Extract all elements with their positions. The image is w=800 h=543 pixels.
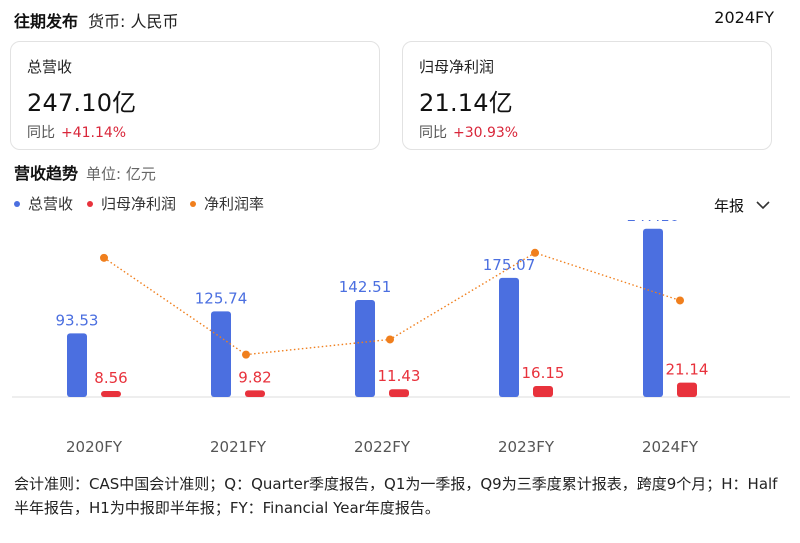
- label-revenue-2023FY: 175.07: [483, 256, 536, 274]
- revenue-card-value: 247.10亿: [27, 89, 137, 117]
- bar-revenue-2024FY: [643, 228, 663, 397]
- section-title: 营收趋势: [14, 164, 79, 183]
- net-profit-yoy-label: 同比: [419, 125, 447, 141]
- x-tick-2021FY: 2021FY: [210, 438, 267, 456]
- bar-revenue-2020FY: [67, 333, 87, 397]
- label-revenue-2020FY: 93.53: [56, 311, 99, 329]
- legend-label-revenue: 总营收: [28, 195, 74, 213]
- net-profit-card: 归母净利润 21.14亿 同比 +30.93%: [402, 41, 772, 150]
- label-revenue-2021FY: 125.74: [195, 289, 248, 307]
- header-title: 往期发布: [14, 12, 79, 31]
- x-tick-2022FY: 2022FY: [354, 438, 411, 456]
- section-unit: 单位: 亿元: [86, 165, 156, 183]
- chart-legend: 总营收 归母净利润 净利润率: [14, 193, 264, 214]
- label-net-profit-2024FY: 21.14: [666, 361, 709, 379]
- bar-net-profit-2024FY: [677, 382, 697, 397]
- period-label: 2024FY: [714, 8, 774, 27]
- header-title-group: 往期发布 货币: 人民币: [14, 8, 179, 32]
- legend-label-net-profit: 归母净利润: [101, 195, 177, 213]
- legend-item-revenue[interactable]: 总营收: [14, 193, 73, 214]
- label-net-profit-2020FY: 8.56: [94, 369, 127, 387]
- point-net-margin-2024FY: [676, 296, 684, 305]
- bar-revenue-2021FY: [211, 311, 231, 397]
- legend-label-net-margin: 净利润率: [204, 195, 265, 213]
- revenue-card-yoy: 同比 +41.14%: [27, 122, 363, 142]
- label-net-profit-2021FY: 9.82: [238, 368, 271, 386]
- legend-dot-net-profit: [87, 200, 94, 207]
- label-revenue-2024FY: 247.10: [627, 220, 680, 225]
- bar-revenue-2023FY: [499, 277, 519, 397]
- revenue-trend-chart: 93.53 8.56 2020FY 125.74 9.82 2021FY 142.51 11.…: [12, 220, 790, 456]
- legend-dot-net-margin: [190, 200, 197, 207]
- period-dropdown-label: 年报: [713, 197, 744, 215]
- label-net-profit-2022FY: 11.43: [378, 367, 421, 385]
- currency-label: 货币: 人民币: [88, 12, 179, 31]
- point-net-margin-2020FY: [100, 253, 108, 262]
- period-dropdown[interactable]: 年报: [714, 195, 770, 216]
- point-net-margin-2023FY: [531, 248, 539, 257]
- legend-item-net-profit[interactable]: 归母净利润: [87, 193, 176, 214]
- bar-net-profit-2023FY: [533, 386, 553, 397]
- bar-net-profit-2021FY: [245, 390, 265, 397]
- bar-net-profit-2020FY: [101, 391, 121, 397]
- revenue-card: 总营收 247.10亿 同比 +41.14%: [10, 41, 380, 150]
- section-header: 营收趋势 单位: 亿元: [14, 160, 156, 184]
- net-profit-card-label: 归母净利润: [419, 58, 495, 76]
- point-net-margin-2021FY: [242, 350, 250, 359]
- legend-dot-revenue: [14, 200, 20, 207]
- net-profit-card-value: 21.14亿: [419, 89, 513, 117]
- x-tick-2023FY: 2023FY: [498, 438, 555, 456]
- revenue-yoy-label: 同比: [27, 125, 55, 141]
- net-profit-card-yoy: 同比 +30.93%: [419, 122, 755, 142]
- x-tick-2024FY: 2024FY: [642, 438, 699, 456]
- revenue-yoy-value: +41.14%: [61, 125, 127, 141]
- bar-net-profit-2022FY: [389, 389, 409, 397]
- chevron-down-icon: [756, 201, 770, 210]
- label-net-profit-2023FY: 16.15: [522, 364, 565, 382]
- x-tick-2020FY: 2020FY: [66, 438, 123, 456]
- legend-item-net-margin[interactable]: 净利润率: [190, 193, 264, 214]
- net-profit-yoy-value: +30.93%: [453, 125, 519, 141]
- bar-revenue-2022FY: [355, 299, 375, 397]
- footnote: 会计准则：CAS中国会计准则；Q：Quarter季度报告，Q1为一季报，Q9为三…: [14, 475, 778, 517]
- revenue-card-label: 总营收: [27, 58, 73, 76]
- label-revenue-2022FY: 142.51: [339, 278, 392, 296]
- point-net-margin-2022FY: [386, 335, 394, 344]
